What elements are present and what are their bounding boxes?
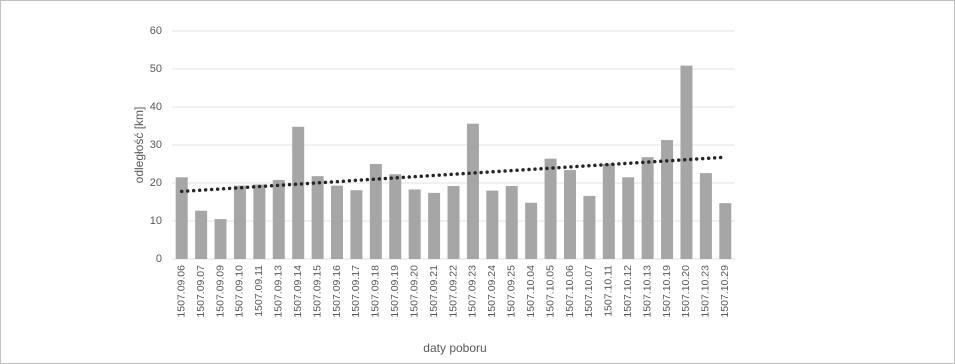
bar: [408, 189, 421, 259]
y-tick-label: 0: [156, 253, 162, 265]
bar: [369, 164, 382, 259]
x-tick-label: 1507.10.04: [525, 265, 537, 318]
x-tick-label: 1507.09.06: [175, 265, 187, 318]
bar: [272, 179, 285, 259]
bar: [680, 65, 693, 259]
x-tick-label: 1507.10.07: [583, 265, 595, 318]
bar: [622, 177, 635, 259]
x-tick-label: 1507.09.21: [428, 265, 440, 318]
bar: [447, 186, 460, 259]
x-tick-label: 1507.10.20: [680, 265, 692, 318]
bar: [583, 195, 596, 259]
bar: [563, 170, 576, 259]
bar: [389, 174, 402, 259]
x-tick-label: 1507.10.29: [719, 265, 731, 318]
y-axis-title: odległość [km]: [132, 107, 146, 184]
x-tick-label: 1507.10.13: [641, 265, 653, 318]
x-tick-label: 1507.09.17: [350, 265, 362, 318]
x-tick-label: 1507.09.24: [486, 265, 498, 318]
trend-line: [179, 155, 728, 194]
x-tick-label: 1507.09.07: [195, 265, 207, 318]
x-tick-label: 1507.09.16: [331, 265, 343, 318]
bar: [466, 123, 479, 259]
x-tick-label: 1507.09.11: [253, 265, 265, 317]
y-tick-label: 20: [150, 177, 162, 189]
x-tick-label: 1507.10.11: [603, 265, 615, 317]
x-tick-label: 1507.09.13: [273, 265, 285, 318]
x-tick-label: 1507.09.18: [370, 265, 382, 318]
x-tick-label: 1507.09.09: [214, 265, 226, 318]
x-tick-label: 1507.09.23: [467, 265, 479, 318]
x-tick-label: 1507.09.15: [311, 265, 323, 318]
bar: [292, 126, 305, 259]
x-tick-label: 1507.09.19: [389, 265, 401, 318]
x-tick-label: 1507.10.05: [544, 265, 556, 318]
y-tick-label: 60: [150, 25, 162, 37]
x-axis-title: daty poboru: [423, 341, 486, 355]
bar: [544, 158, 557, 259]
x-tick-label: 1507.10.06: [564, 265, 576, 318]
bar: [311, 176, 324, 259]
x-tick-label: 1507.09.22: [447, 265, 459, 318]
bar: [214, 219, 227, 259]
x-tick-label: 1507.10.23: [700, 265, 712, 318]
y-tick-label: 30: [150, 139, 162, 151]
bar: [486, 190, 499, 259]
x-tick-label: 1507.10.12: [622, 265, 634, 318]
bar: [719, 203, 732, 259]
bar: [602, 163, 615, 259]
bar: [641, 157, 654, 259]
bar: [331, 185, 344, 259]
bar: [699, 173, 712, 259]
y-tick-label: 10: [150, 215, 162, 227]
x-tick-label: 1507.09.14: [292, 265, 304, 318]
bar: [253, 184, 266, 259]
bar: [505, 186, 518, 259]
bar: [525, 202, 538, 259]
bar: [233, 185, 246, 259]
bar: [661, 140, 674, 259]
x-tick-label: 1507.09.25: [506, 265, 518, 318]
bar: [350, 190, 363, 259]
x-tick-label: 1507.09.20: [408, 265, 420, 318]
y-tick-label: 50: [150, 63, 162, 75]
x-tick-label: 1507.09.10: [234, 265, 246, 318]
bar: [428, 192, 441, 259]
x-tick-label: 1507.10.19: [661, 265, 673, 318]
bar: [175, 177, 188, 259]
y-tick-label: 40: [150, 101, 162, 113]
bar: [195, 210, 208, 259]
